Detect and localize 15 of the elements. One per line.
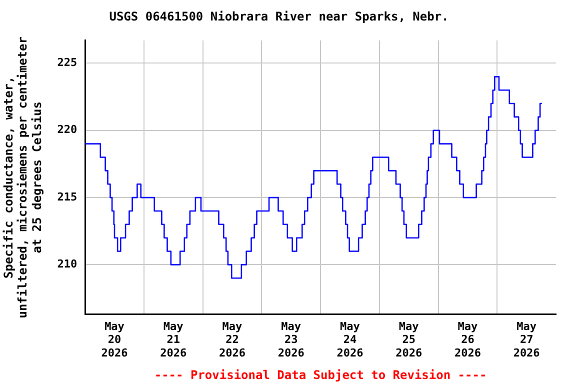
x-tick-label: May 23 2026 xyxy=(278,320,305,360)
y-tick-label: 220 xyxy=(57,123,78,136)
text: ---- Provisional Data Subject to Revision ---- xyxy=(154,368,487,382)
x-tick-label: May 25 2026 xyxy=(396,320,422,360)
x-tick-label: May 27 2026 xyxy=(513,320,540,360)
y-tick-label: 215 xyxy=(57,190,78,204)
y-tick-label: 225 xyxy=(57,56,78,70)
chart-title: USGS 06461500 Niobrara River near Sparks, Nebr. xyxy=(109,9,449,24)
x-tick-label: May 24 2026 xyxy=(336,320,364,360)
x-tick-label: May 22 2026 xyxy=(218,320,246,360)
x-tick-label: May 26 2026 xyxy=(454,320,482,360)
x-tick-label: May 21 2026 xyxy=(160,320,187,360)
y-axis-title: Specific conductance, water, unfiltered, microsiemens per centimeter at 25 degrees Celsius xyxy=(1,36,44,318)
y-tick-label: 210 xyxy=(57,258,78,271)
x-tick-label: May 20 2026 xyxy=(101,320,128,360)
